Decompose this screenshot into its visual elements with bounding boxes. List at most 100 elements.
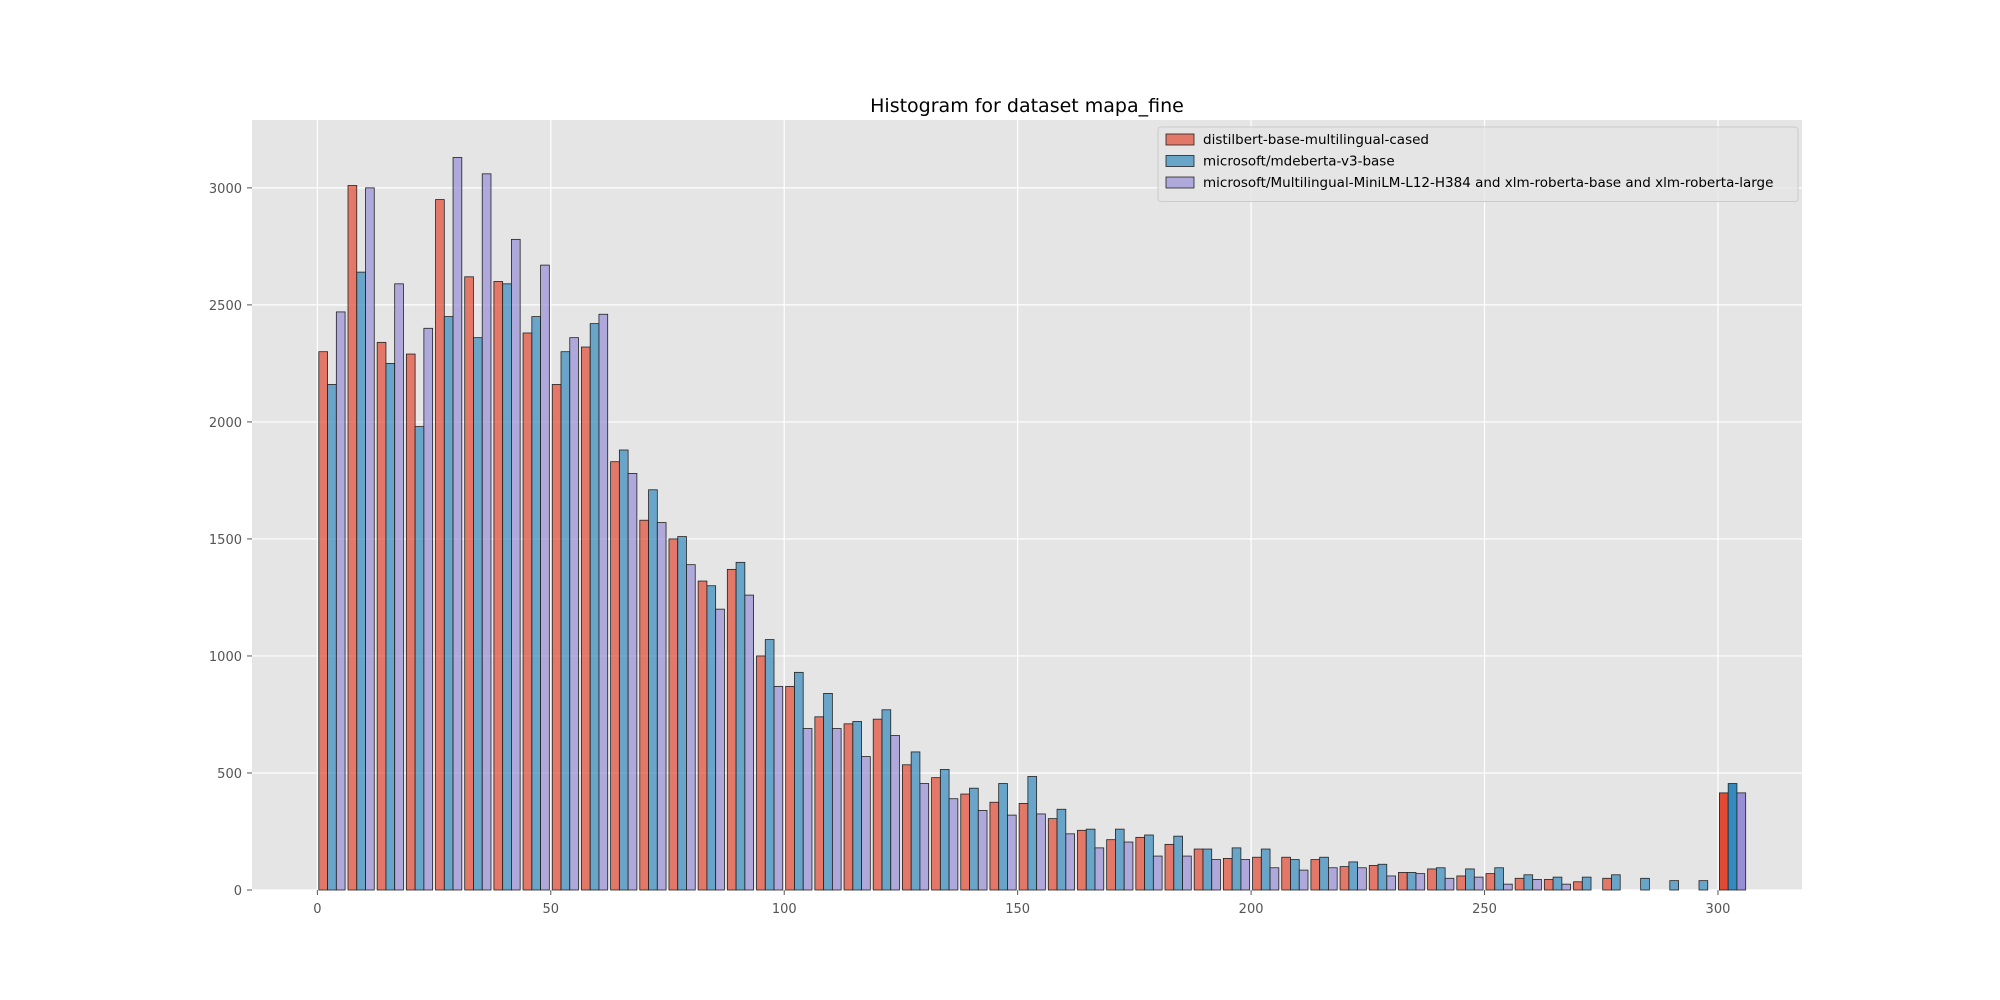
bar-series-2 bbox=[1115, 828, 1125, 891]
bar-series-2 bbox=[443, 316, 454, 891]
bar-series-1 bbox=[1514, 877, 1525, 891]
bar-series-3 bbox=[1503, 883, 1513, 891]
bar-series-2 bbox=[618, 449, 629, 891]
bar-series-3 bbox=[773, 685, 784, 891]
bar-series-1 bbox=[639, 519, 649, 891]
bar-series-2 bbox=[1406, 872, 1417, 891]
bar-series-2 bbox=[881, 709, 892, 891]
bar-series-3 bbox=[1328, 867, 1338, 891]
bar-series-1 bbox=[581, 346, 591, 891]
y-tick-label: 1500 bbox=[209, 533, 242, 548]
legend-label: distilbert-base-multilingual-cased bbox=[1203, 132, 1429, 148]
bar-series-2 bbox=[1465, 868, 1475, 891]
bar-series-3 bbox=[511, 238, 521, 891]
bar-series-2 bbox=[1319, 856, 1329, 891]
bar-series-2 bbox=[1552, 876, 1563, 891]
bar-series-1 bbox=[814, 716, 825, 891]
y-tick-label: 500 bbox=[217, 767, 242, 782]
bar-series-3 bbox=[1182, 855, 1192, 891]
bars bbox=[318, 157, 1747, 891]
bar-series-1 bbox=[902, 764, 912, 891]
bar-series-3 bbox=[1211, 859, 1221, 891]
bar-series-1 bbox=[931, 777, 941, 891]
y-tick-label: 3000 bbox=[209, 182, 242, 197]
bar-series-3 bbox=[656, 522, 667, 891]
bar-series-3 bbox=[1094, 847, 1105, 891]
bar-series-1 bbox=[668, 538, 679, 891]
legend-swatch bbox=[1165, 176, 1195, 189]
bar-series-1 bbox=[1018, 803, 1029, 891]
bar-series-3 bbox=[1269, 867, 1280, 891]
legend-label: microsoft/Multilingual-MiniLM-L12-H384 a… bbox=[1203, 175, 1773, 191]
bar-series-2 bbox=[356, 271, 366, 891]
bar-series-1 bbox=[1310, 859, 1321, 891]
bar-series-1 bbox=[1485, 873, 1496, 891]
bar-series-2 bbox=[735, 561, 746, 891]
bar-series-2 bbox=[1144, 834, 1154, 891]
bar-series-3 bbox=[890, 735, 900, 891]
bar-series-2 bbox=[1202, 848, 1213, 891]
bar-series-1 bbox=[960, 793, 970, 891]
bar-series-3 bbox=[919, 783, 930, 891]
bar-series-2 bbox=[910, 751, 921, 891]
bar-series-1 bbox=[1602, 877, 1612, 891]
y-axis-ticks: 0 500 1000 1500 2000 2500 3000 bbox=[209, 182, 252, 899]
bar-series-3 bbox=[540, 264, 550, 891]
y-tick-label: 2500 bbox=[209, 299, 242, 314]
bar-series-3 bbox=[1415, 873, 1426, 891]
bar-series-1 bbox=[1573, 881, 1583, 891]
bar-series-2 bbox=[589, 323, 600, 891]
bar-series-1 bbox=[1193, 848, 1204, 891]
bar-series-3 bbox=[1444, 877, 1455, 891]
bar-series-2 bbox=[385, 363, 396, 891]
bar-series-3 bbox=[394, 283, 404, 891]
bar-series-3 bbox=[1298, 869, 1309, 891]
bar-series-1 bbox=[989, 801, 1000, 891]
bar-series-3 bbox=[948, 798, 959, 891]
bar-series-3 bbox=[1123, 841, 1134, 891]
bar-series-2 bbox=[706, 585, 717, 891]
bar-series-3 bbox=[715, 608, 725, 891]
bar-series-1 bbox=[872, 718, 883, 891]
bar-series-3 bbox=[686, 564, 696, 891]
bar-series-1 bbox=[1106, 839, 1116, 891]
bar-series-3 bbox=[744, 594, 754, 891]
bar-series-1 bbox=[1252, 856, 1262, 891]
bar-series-1 bbox=[464, 276, 474, 891]
legend-box bbox=[1157, 126, 1799, 202]
x-tick-label: 100 bbox=[772, 902, 797, 917]
bar-series-3 bbox=[1152, 855, 1163, 891]
bar-series-1 bbox=[1164, 843, 1175, 891]
bar-series-1 bbox=[1135, 836, 1145, 891]
bar-series-1 bbox=[522, 332, 533, 891]
bar-series-2 bbox=[1173, 835, 1183, 891]
bar-series-2 bbox=[1056, 808, 1067, 891]
legend: distilbert-base-multilingual-cased micros… bbox=[1157, 126, 1799, 202]
legend-label: microsoft/mdeberta-v3-base bbox=[1203, 154, 1395, 170]
bar-series-3 bbox=[569, 337, 579, 891]
bar-series-1 bbox=[756, 655, 766, 891]
bar-series-2 bbox=[1435, 867, 1446, 891]
bar-series-2 bbox=[1581, 876, 1592, 891]
bar-series-3 bbox=[1065, 833, 1075, 891]
bar-series-2 bbox=[1348, 861, 1359, 891]
bar-series-2 bbox=[794, 671, 804, 891]
bar-series-1 bbox=[1368, 865, 1379, 891]
bar-series-1 bbox=[493, 281, 504, 891]
bar-series-2 bbox=[1523, 874, 1534, 891]
bar-series-2 bbox=[1231, 847, 1242, 891]
bar-series-2 bbox=[1669, 880, 1679, 891]
bar-series-3 bbox=[1357, 867, 1367, 891]
bar-series-1 bbox=[1047, 818, 1058, 891]
bar-series-1 bbox=[1719, 792, 1729, 891]
bar-series-1 bbox=[1427, 868, 1437, 891]
bar-series-1 bbox=[405, 353, 416, 891]
bar-series-3 bbox=[1007, 814, 1017, 891]
bar-series-2 bbox=[1494, 867, 1504, 891]
bar-series-1 bbox=[1077, 829, 1087, 891]
bar-series-3 bbox=[1473, 876, 1484, 891]
bar-series-1 bbox=[347, 185, 358, 891]
x-tick-label: 150 bbox=[1005, 902, 1030, 917]
bar-series-3 bbox=[365, 187, 375, 891]
x-tick-label: 250 bbox=[1472, 902, 1497, 917]
